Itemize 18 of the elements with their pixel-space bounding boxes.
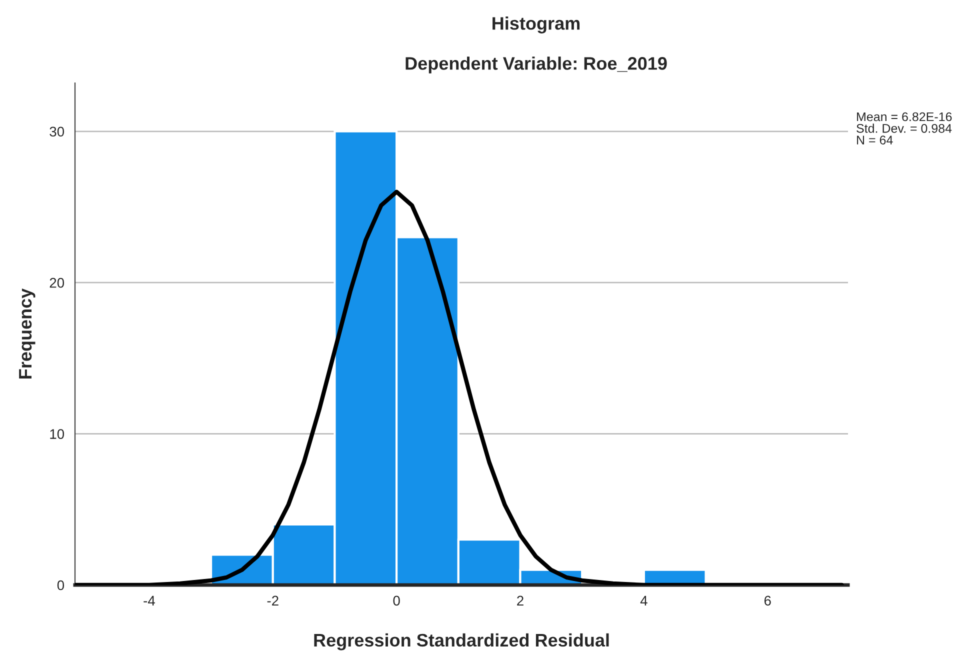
text: Std. Dev. = 0.984 [856,124,952,133]
text: N = 64 [857,136,893,144]
x-axis-title: Regression Standardized Residual [314,633,609,650]
chart-title: Histogram [492,16,580,34]
line-series [75,190,844,585]
x-tick-label: -2 [267,596,278,606]
x-tick-label: 2 [517,596,524,606]
chart-subtitle: Dependent Variable: Roe_2019 [406,56,667,74]
x-tick-label: -4 [144,596,155,606]
x-tick-label: 4 [640,596,648,606]
text: Mean = 6.82E-16 [857,112,952,122]
y-axis-title: Frequency [19,288,36,378]
y-tick-label: 0 [57,580,64,590]
y-tick-label: 20 [50,278,64,288]
x-tick-label: 0 [393,596,400,606]
y-tick-label: 30 [50,126,64,137]
y-tick-label: 10 [50,429,64,439]
x-tick-label: 6 [764,596,771,606]
